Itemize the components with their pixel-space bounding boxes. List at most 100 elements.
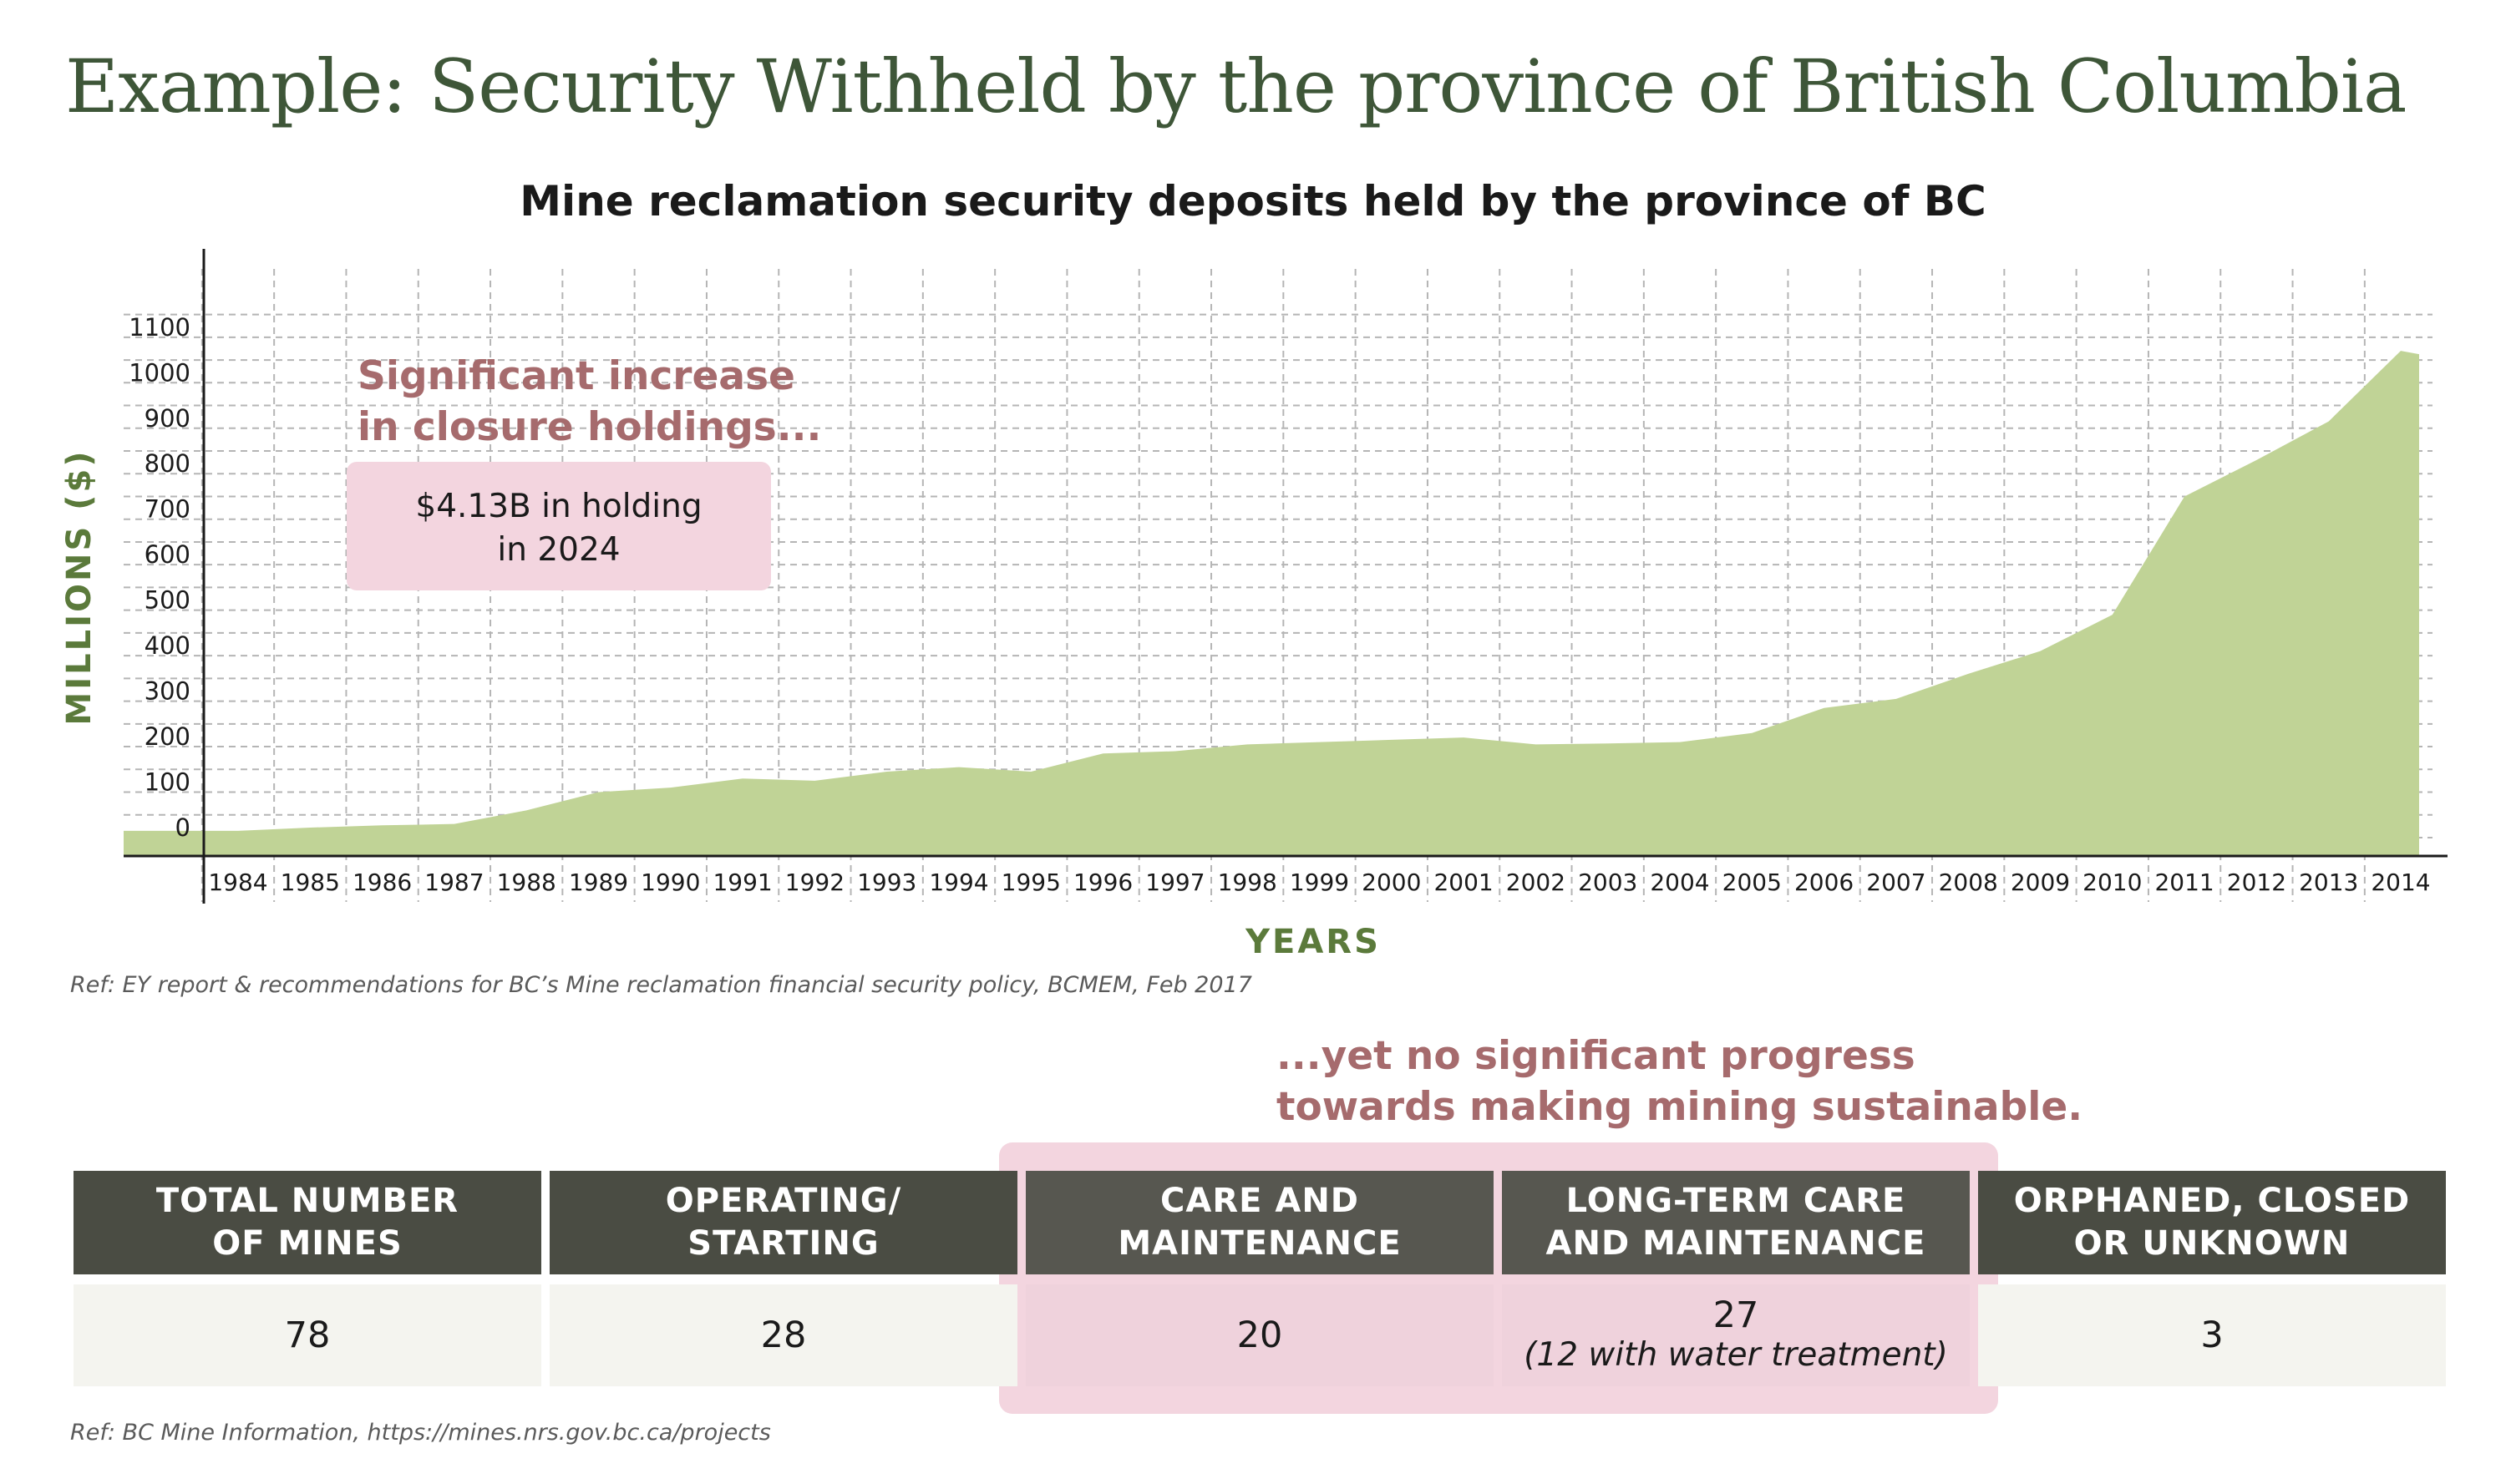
x-tick-label: 2008	[1939, 869, 1998, 896]
holding-callout-line-1: $4.13B in holding	[415, 488, 703, 525]
data-point-1994	[956, 765, 961, 770]
data-point-2014	[2398, 348, 2403, 353]
cell-value: 27	[1712, 1294, 1759, 1336]
progress-annotation-line-2: towards making mining sustainable.	[1276, 1084, 2083, 1130]
x-tick-label: 1995	[1002, 869, 1061, 896]
header-line: MAINTENANCE	[1118, 1224, 1402, 1263]
y-tick-label: 1000	[129, 358, 190, 387]
x-tick-label: 1984	[208, 869, 267, 896]
cell-value: 78	[284, 1314, 331, 1356]
header-line: LONG-TERM CARE	[1565, 1182, 1906, 1220]
header-orphaned: ORPHANED, CLOSED OR UNKNOWN	[1978, 1171, 2446, 1274]
header-long-term-care: LONG-TERM CARE AND MAINTENANCE	[1502, 1171, 1970, 1274]
x-tick-label: 2000	[1362, 869, 1421, 896]
data-point-2006	[1822, 706, 1827, 711]
x-tick-label: 1996	[1073, 869, 1133, 896]
header-line: OPERATING/	[665, 1182, 902, 1220]
value-orphaned: 3	[1978, 1284, 2446, 1386]
table-values-row: 78 28 20 27 (12 with water treatment) 3	[74, 1284, 2446, 1386]
x-tick-label: 2002	[1506, 869, 1565, 896]
x-tick-label: 2011	[2154, 869, 2214, 896]
x-tick-label: 1987	[424, 869, 484, 896]
y-tick-label: 400	[145, 631, 190, 660]
x-tick-label: 1994	[929, 869, 988, 896]
y-tick-label: 600	[145, 540, 190, 569]
x-tick-label: 1986	[353, 869, 412, 896]
data-point-2000	[1389, 737, 1394, 742]
y-tick-label: 500	[145, 586, 190, 615]
x-tick-label: 1998	[1218, 869, 1277, 896]
header-line: AND MAINTENANCE	[1545, 1224, 1926, 1263]
table-header-row: TOTAL NUMBER OF MINES OPERATING/ STARTIN…	[74, 1171, 2446, 1274]
cell-value: 28	[760, 1314, 807, 1356]
data-point-1991	[740, 776, 745, 781]
header-line: ORPHANED, CLOSED	[2013, 1182, 2411, 1220]
cell-value: 20	[1236, 1314, 1283, 1356]
value-long-term-care: 27 (12 with water treatment)	[1502, 1284, 1970, 1386]
data-point-1989	[596, 790, 601, 795]
header-line: TOTAL NUMBER	[155, 1182, 459, 1220]
cell-value: 3	[2200, 1314, 2224, 1356]
data-point-1990	[668, 785, 673, 790]
x-tick-label: 1989	[569, 869, 628, 896]
x-tick-label: 2009	[2011, 869, 2070, 896]
value-care-maintenance: 20	[1026, 1284, 1494, 1386]
x-tick-label: 1990	[641, 869, 700, 896]
table-reference: Ref: BC Mine Information, https://mines.…	[70, 1420, 771, 1446]
data-point-2013	[2326, 419, 2331, 424]
y-tick-label: 900	[145, 404, 190, 433]
x-tick-label: 1997	[1145, 869, 1205, 896]
value-total-mines: 78	[74, 1284, 541, 1386]
x-tick-label: 2014	[2371, 869, 2430, 896]
header-line: OR UNKNOWN	[2073, 1224, 2351, 1263]
increase-annotation-line-2: in closure holdings...	[358, 404, 822, 450]
data-point-1984	[236, 828, 241, 833]
data-point-2009	[2038, 649, 2043, 654]
x-tick-label: 2007	[1866, 869, 1925, 896]
y-tick-label: 200	[145, 722, 190, 751]
data-point-1993	[885, 769, 890, 774]
x-tick-label: 2013	[2299, 869, 2358, 896]
x-axis-label: YEARS	[1245, 923, 1381, 961]
increase-annotation: Significant increase in closure holdings…	[358, 351, 821, 453]
x-tick-label: 1985	[281, 869, 340, 896]
x-tick-label: 1993	[857, 869, 916, 896]
data-point-1995	[1028, 769, 1033, 774]
data-point-1997	[1173, 749, 1178, 754]
holding-callout: $4.13B in holding in 2024	[347, 462, 771, 590]
header-care-maintenance: CARE AND MAINTENANCE	[1026, 1171, 1494, 1274]
y-tick-label: 800	[145, 449, 190, 478]
progress-annotation-line-1: ...yet no significant progress	[1276, 1033, 1915, 1079]
data-point-1992	[812, 778, 817, 783]
water-treatment-note: (12 with water treatment)	[1524, 1336, 1948, 1374]
holding-callout-line-2: in 2024	[497, 531, 621, 569]
data-point-1987	[452, 822, 457, 827]
deposits-area	[124, 351, 2419, 856]
x-tick-label: 1992	[785, 869, 845, 896]
x-tick-label: 2001	[1433, 869, 1493, 896]
data-point-2007	[1894, 696, 1899, 701]
header-total-mines: TOTAL NUMBER OF MINES	[74, 1171, 541, 1274]
data-point-1985	[307, 825, 312, 830]
chart-reference: Ref: EY report & recommendations for BC’…	[70, 972, 1252, 998]
y-tick-label: 100	[145, 768, 190, 797]
data-point-1998	[1245, 742, 1250, 747]
data-point-2008	[1966, 671, 1971, 676]
x-tick-label: 2004	[1650, 869, 1709, 896]
increase-annotation-line-1: Significant increase	[358, 353, 795, 399]
data-point-2001	[1461, 735, 1466, 740]
data-point-2012	[2254, 458, 2259, 463]
header-line: OF MINES	[212, 1224, 403, 1263]
data-point-2004	[1677, 740, 1682, 745]
x-tick-label: 2010	[2082, 869, 2142, 896]
chart-title: Mine reclamation security deposits held …	[520, 177, 1986, 225]
data-point-1986	[380, 823, 385, 828]
progress-annotation: ...yet no significant progress towards m…	[1276, 1031, 2082, 1132]
x-tick-label: 1988	[497, 869, 556, 896]
x-tick-label: 2005	[1722, 869, 1782, 896]
header-line: CARE AND	[1160, 1182, 1359, 1220]
x-tick-label: 1999	[1290, 869, 1349, 896]
value-operating: 28	[550, 1284, 1017, 1386]
data-point-2002	[1533, 742, 1538, 747]
